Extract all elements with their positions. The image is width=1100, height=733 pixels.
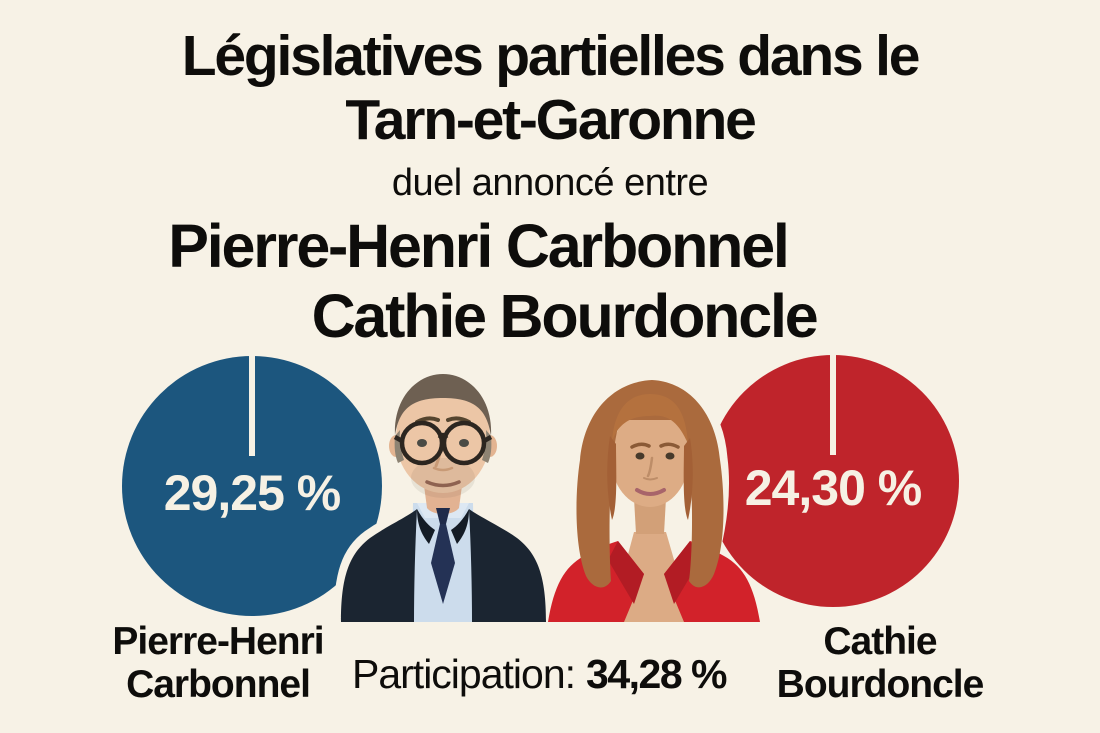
- pie-tick-bourdoncle: [830, 355, 836, 455]
- participation-label: Participation:: [352, 651, 576, 697]
- bourdoncle-first-name: Cathie: [823, 620, 937, 663]
- headline-candidate-1: Pierre-Henri Carbonnel: [168, 212, 790, 280]
- participation-value: 34,28 %: [586, 651, 727, 697]
- percent-carbonnel: 29,25 %: [163, 465, 341, 521]
- label-carbonnel: Pierre-Henri Carbonnel: [63, 620, 373, 706]
- suit: [341, 509, 546, 622]
- carbonnel-first-name: Pierre-Henri: [112, 620, 324, 663]
- glasses-icon: [393, 420, 493, 466]
- facial-features: [630, 442, 680, 496]
- carbonnel-last-name: Carbonnel: [126, 663, 311, 706]
- hair: [576, 380, 724, 588]
- subtitle: duel annoncé entre: [391, 162, 709, 204]
- photo-carbonnel: [333, 369, 554, 622]
- photo-bourdoncle: [548, 374, 760, 622]
- face: [611, 409, 689, 507]
- title-line-1: Législatives partielles dans le: [181, 24, 921, 88]
- header: Législatives partielles dans le Tarn-et-…: [0, 0, 1100, 350]
- pie-disc-carbonnel: 29,25 %: [122, 356, 382, 616]
- percent-bourdoncle: 24,30 %: [744, 460, 922, 516]
- title-line-2: Tarn-et-Garonne: [345, 88, 757, 152]
- bourdoncle-last-name: Bourdoncle: [776, 663, 985, 706]
- headline-candidate-2: Cathie Bourdoncle: [311, 282, 819, 350]
- pie-tick-carbonnel: [249, 356, 255, 456]
- pie-disc-bourdoncle: 24,30 %: [707, 355, 959, 607]
- label-bourdoncle: Cathie Bourdoncle: [725, 620, 1035, 706]
- participation: Participation: 34,28 %: [352, 650, 752, 698]
